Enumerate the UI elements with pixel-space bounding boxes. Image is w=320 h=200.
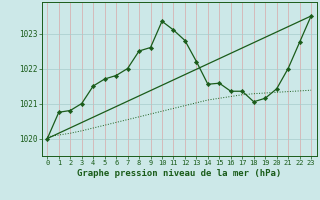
X-axis label: Graphe pression niveau de la mer (hPa): Graphe pression niveau de la mer (hPa) [77,169,281,178]
